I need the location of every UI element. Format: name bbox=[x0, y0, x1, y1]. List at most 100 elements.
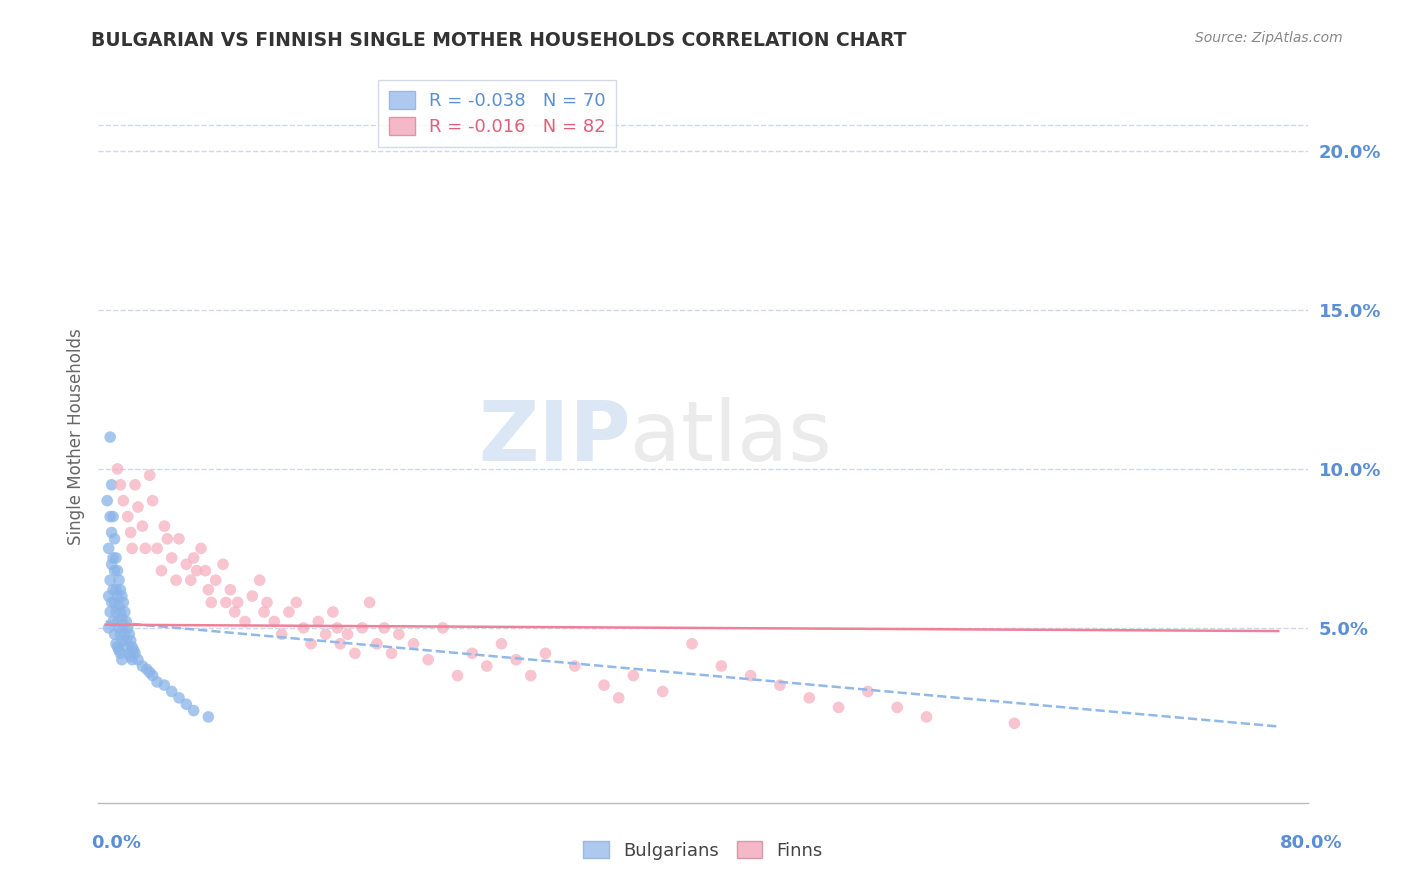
Point bbox=[270, 627, 292, 641]
Point bbox=[564, 659, 586, 673]
Point bbox=[366, 637, 388, 651]
Point bbox=[249, 573, 271, 587]
Point bbox=[105, 550, 128, 565]
Point bbox=[111, 633, 134, 648]
Point bbox=[100, 477, 122, 491]
Point bbox=[176, 558, 198, 572]
Point bbox=[115, 615, 138, 629]
Point bbox=[101, 582, 124, 597]
Point bbox=[219, 582, 242, 597]
Point bbox=[107, 462, 129, 476]
Point bbox=[100, 558, 122, 572]
Point bbox=[167, 532, 190, 546]
Point bbox=[769, 678, 792, 692]
Text: Source: ZipAtlas.com: Source: ZipAtlas.com bbox=[1195, 31, 1343, 45]
Point bbox=[190, 541, 212, 556]
Point bbox=[97, 589, 120, 603]
Point bbox=[110, 582, 132, 597]
Point bbox=[212, 558, 235, 572]
Point bbox=[131, 659, 153, 673]
Point bbox=[263, 615, 285, 629]
Point bbox=[105, 637, 128, 651]
Point bbox=[343, 646, 366, 660]
Point bbox=[108, 621, 131, 635]
Point bbox=[146, 675, 169, 690]
Point bbox=[461, 646, 484, 660]
Point bbox=[322, 605, 344, 619]
Point bbox=[111, 653, 134, 667]
Point bbox=[150, 564, 173, 578]
Point bbox=[153, 678, 176, 692]
Point bbox=[233, 615, 256, 629]
Point bbox=[491, 637, 513, 651]
Point bbox=[97, 541, 120, 556]
Point bbox=[112, 617, 135, 632]
Point bbox=[131, 519, 153, 533]
Point bbox=[520, 668, 543, 682]
Point bbox=[117, 640, 139, 654]
Point bbox=[380, 646, 402, 660]
Point bbox=[226, 595, 249, 609]
Point bbox=[621, 668, 644, 682]
Point bbox=[180, 573, 202, 587]
Point bbox=[651, 684, 673, 698]
Point bbox=[120, 649, 142, 664]
Point bbox=[115, 633, 138, 648]
Point bbox=[97, 621, 120, 635]
Point bbox=[534, 646, 557, 660]
Point bbox=[108, 643, 131, 657]
Point bbox=[138, 468, 160, 483]
Point bbox=[117, 509, 139, 524]
Point bbox=[107, 640, 129, 654]
Point bbox=[352, 621, 374, 635]
Point bbox=[215, 595, 238, 609]
Point bbox=[108, 573, 131, 587]
Point bbox=[98, 605, 121, 619]
Point bbox=[681, 637, 703, 651]
Point bbox=[183, 550, 205, 565]
Point bbox=[194, 564, 217, 578]
Point bbox=[197, 710, 219, 724]
Point bbox=[197, 582, 219, 597]
Point bbox=[183, 704, 205, 718]
Point bbox=[373, 621, 395, 635]
Point bbox=[135, 662, 157, 676]
Point bbox=[418, 653, 440, 667]
Point bbox=[107, 564, 129, 578]
Point bbox=[110, 477, 132, 491]
Text: ZIP: ZIP bbox=[478, 397, 630, 477]
Point bbox=[103, 564, 125, 578]
Point bbox=[315, 627, 337, 641]
Point bbox=[117, 621, 139, 635]
Point bbox=[121, 653, 143, 667]
Point bbox=[107, 589, 129, 603]
Point bbox=[112, 493, 135, 508]
Point bbox=[856, 684, 879, 698]
Point bbox=[240, 589, 263, 603]
Point bbox=[740, 668, 762, 682]
Point bbox=[432, 621, 454, 635]
Point bbox=[100, 595, 122, 609]
Point bbox=[200, 595, 222, 609]
Point bbox=[256, 595, 278, 609]
Point bbox=[98, 509, 121, 524]
Point bbox=[103, 532, 125, 546]
Point bbox=[326, 621, 349, 635]
Point bbox=[120, 525, 142, 540]
Point bbox=[124, 477, 146, 491]
Point bbox=[122, 643, 145, 657]
Point bbox=[176, 697, 198, 711]
Point bbox=[127, 500, 149, 514]
Point bbox=[156, 532, 179, 546]
Point bbox=[142, 668, 165, 682]
Point bbox=[114, 627, 136, 641]
Point bbox=[446, 668, 468, 682]
Point bbox=[402, 637, 425, 651]
Point bbox=[118, 646, 141, 660]
Point bbox=[505, 653, 527, 667]
Point bbox=[142, 493, 165, 508]
Y-axis label: Single Mother Households: Single Mother Households bbox=[66, 329, 84, 545]
Point bbox=[108, 599, 131, 613]
Legend: Bulgarians, Finns: Bulgarians, Finns bbox=[576, 834, 830, 867]
Point bbox=[111, 589, 134, 603]
